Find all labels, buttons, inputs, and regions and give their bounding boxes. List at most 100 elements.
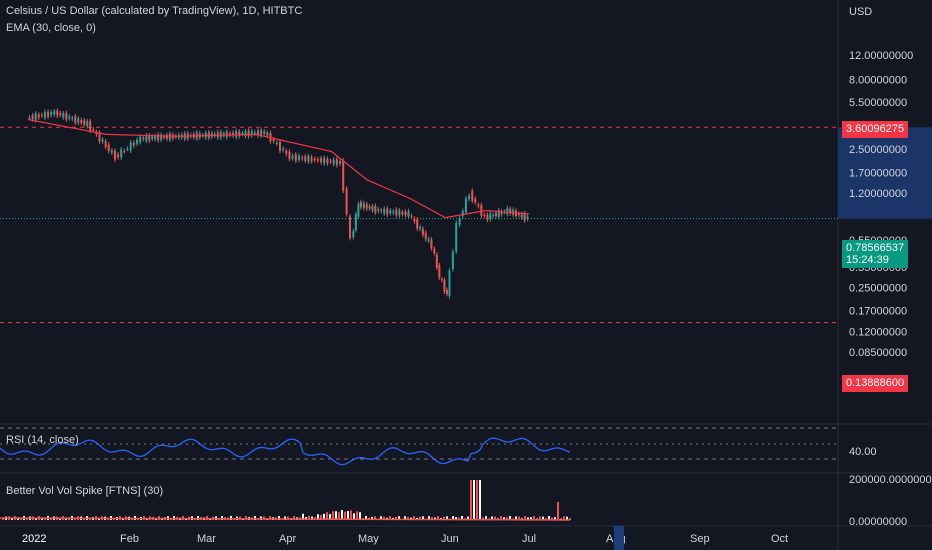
current-price-tag: 0.78566537 15:24:39 — [842, 240, 909, 268]
candle-body — [28, 117, 31, 119]
candle-body — [468, 195, 471, 199]
candle-body — [123, 150, 126, 152]
candle-body — [427, 238, 430, 241]
candle-body — [31, 115, 34, 120]
candle-body — [404, 211, 407, 216]
volume-bar — [293, 516, 295, 520]
candle-body — [165, 134, 168, 139]
volume-bar — [500, 516, 502, 520]
candle-body — [445, 289, 448, 294]
volume-bar — [458, 517, 460, 520]
candle-body — [500, 211, 503, 215]
candle-body — [395, 209, 398, 216]
volume-bar — [422, 516, 424, 520]
volume-bar — [452, 516, 454, 520]
candle-body — [139, 136, 142, 143]
volume-bar — [407, 516, 409, 520]
price-axis-tick: 0.25000000 — [849, 282, 907, 294]
candle-body — [489, 213, 492, 220]
volume-bar — [530, 517, 532, 520]
volume-bar — [308, 515, 310, 520]
volume-bar — [476, 480, 478, 520]
candle-body — [117, 154, 120, 158]
price-axis-tick: 0.17000000 — [849, 305, 907, 317]
candle-body — [272, 139, 275, 142]
candlestick-series — [28, 108, 529, 299]
volume-bar — [122, 518, 124, 520]
candle-body — [440, 279, 443, 281]
volume-bar — [554, 517, 556, 520]
volume-bar — [461, 516, 463, 520]
candle-body — [329, 160, 332, 162]
candle-body — [65, 112, 68, 120]
volume-bar — [485, 516, 487, 520]
candle-body — [110, 150, 113, 153]
volume-bar — [365, 516, 367, 520]
volume-bar — [479, 480, 481, 520]
candle-body — [232, 132, 235, 136]
candle-body — [365, 204, 368, 209]
candle-body — [83, 120, 86, 125]
time-axis-label: May — [358, 533, 379, 545]
time-axis-label: Apr — [279, 533, 296, 545]
volume-bar — [527, 517, 529, 520]
rsi-legend[interactable]: RSI (14, close) — [6, 434, 79, 446]
time-axis-label: Feb — [120, 533, 139, 545]
volume-bar — [350, 510, 352, 520]
candle-body — [407, 211, 410, 217]
volume-bar — [413, 516, 415, 520]
candle-body — [345, 188, 348, 215]
candle-body — [132, 142, 135, 146]
volume-bar — [317, 514, 319, 520]
candle-body — [34, 113, 37, 120]
volume-bar — [170, 518, 172, 520]
candle-body — [74, 116, 77, 123]
candle-body — [266, 132, 269, 136]
price-axis-tick: 2.50000000 — [849, 144, 907, 156]
volume-bar — [98, 518, 100, 520]
candle-body — [294, 154, 297, 161]
candle-body — [424, 232, 427, 240]
candle-body — [497, 210, 500, 218]
candle-body — [163, 136, 166, 138]
candle-body — [126, 148, 129, 150]
candle-body — [77, 118, 80, 123]
candle-body — [413, 218, 416, 222]
candle-body — [509, 208, 512, 214]
volume-bar — [146, 518, 148, 520]
volume-bar — [323, 513, 325, 520]
candle-body — [438, 265, 441, 278]
ema-legend[interactable]: EMA (30, close, 0) — [6, 22, 96, 34]
candle-body — [107, 144, 110, 151]
low-line-price-tag: 0.13888600 — [842, 375, 909, 392]
candle-body — [451, 251, 454, 270]
candle-body — [301, 157, 304, 159]
price-axis-tick: 1.70000000 — [849, 167, 907, 179]
volume-bar — [437, 516, 439, 520]
candle-body — [362, 203, 365, 209]
volume-bar — [503, 517, 505, 520]
candle-body — [494, 212, 497, 217]
volume-legend[interactable]: Better Vol Vol Spike [FTNS] (30) — [6, 485, 164, 497]
candle-body — [316, 159, 319, 161]
volume-bar — [545, 518, 547, 520]
time-axis-label: Jul — [522, 533, 536, 545]
volume-bar — [50, 518, 52, 520]
candle-body — [398, 210, 401, 216]
chart-title: Celsius / US Dollar (calculated by Tradi… — [6, 5, 303, 17]
volume-bar — [353, 513, 355, 520]
candle-body — [256, 130, 259, 136]
volume-bar — [254, 516, 256, 520]
volume-bar — [569, 518, 571, 520]
candle-body — [421, 228, 424, 235]
volume-bar — [11, 518, 13, 520]
time-range-highlight — [614, 526, 624, 550]
volume-bar — [26, 518, 28, 520]
volume-bar — [455, 517, 457, 520]
volume-bar — [506, 517, 508, 520]
candle-body — [275, 142, 278, 144]
candle-body — [480, 204, 483, 216]
candle-body — [435, 254, 438, 268]
candle-body — [142, 137, 145, 139]
